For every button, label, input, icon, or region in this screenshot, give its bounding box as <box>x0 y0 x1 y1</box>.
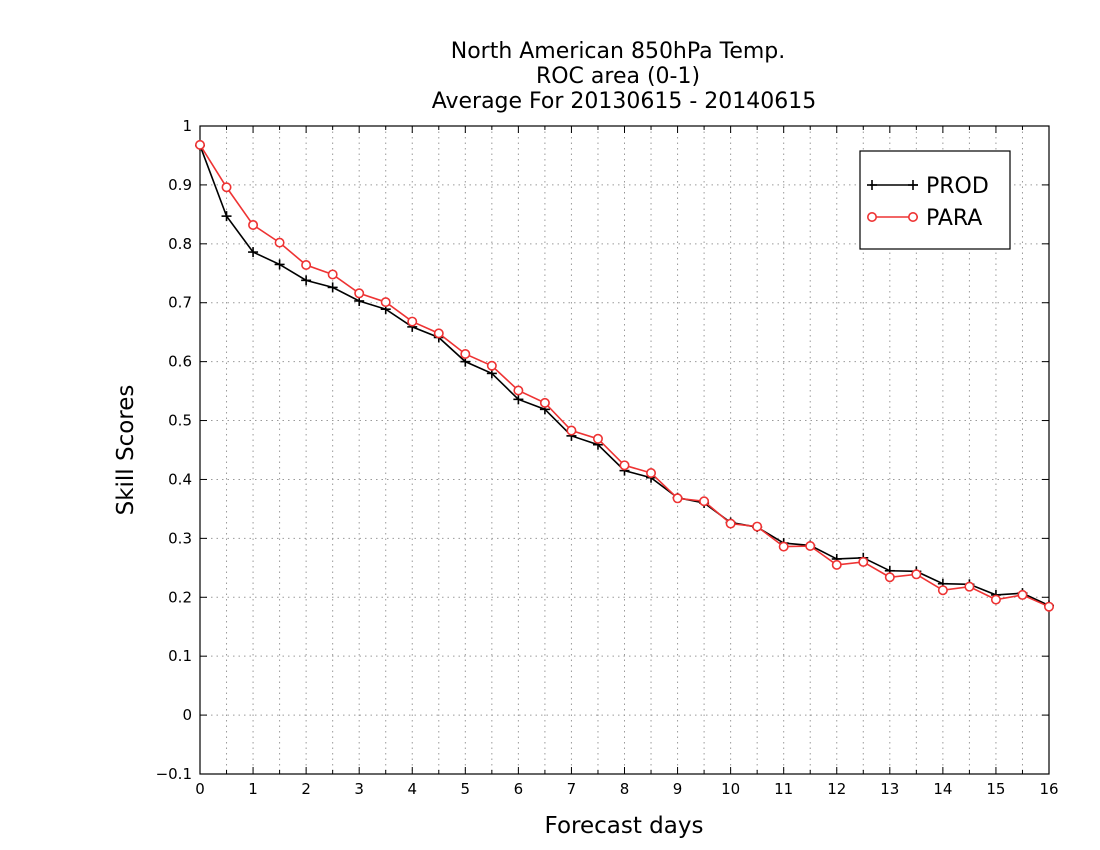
data-point-prod <box>513 394 524 405</box>
data-point-para <box>937 585 948 596</box>
data-point-para <box>964 581 975 592</box>
x-tick-label: 14 <box>933 780 952 798</box>
data-point-prod <box>327 282 338 293</box>
x-tick-label: 12 <box>827 780 846 798</box>
series-para <box>195 139 1055 612</box>
data-point-para <box>1044 601 1055 612</box>
y-tick-label: 0.1 <box>168 647 192 665</box>
x-tick-label: 4 <box>407 780 417 798</box>
data-point-para <box>990 594 1001 605</box>
data-point-para <box>539 397 550 408</box>
x-tick-label: 9 <box>673 780 683 798</box>
data-point-para <box>248 219 259 230</box>
x-tick-label: 7 <box>567 780 577 798</box>
legend-item-prod: PROD <box>867 174 989 199</box>
chart-title-line-3: Average For 20130615 - 20140615 <box>432 89 817 114</box>
y-tick-label: 0.8 <box>168 235 192 253</box>
data-point-para <box>327 269 338 280</box>
y-tick-label: 0.7 <box>168 294 192 312</box>
legend: PROD PARA <box>859 150 1011 250</box>
data-point-para <box>831 559 842 570</box>
data-point-para <box>805 541 816 552</box>
legend-label: PARA <box>926 206 982 231</box>
data-point-para <box>460 348 471 359</box>
y-tick-label: 0.3 <box>168 529 192 547</box>
data-point-para <box>274 237 285 248</box>
x-axis-title: Forecast days <box>545 813 704 839</box>
y-tick-label: 0.9 <box>168 176 192 194</box>
y-axis-title: Skill Scores <box>113 385 139 516</box>
legend-marker-start <box>866 212 877 223</box>
data-point-para <box>778 541 789 552</box>
chart-title-line-2: ROC area (0-1) <box>536 64 700 89</box>
y-tick-label: −0.1 <box>156 765 192 783</box>
data-point-para <box>195 139 206 150</box>
x-axis-ticks: 0 1 2 3 4 5 6 7 8 9 10 11 12 13 14 15 16 <box>195 126 1059 798</box>
legend-marker-end <box>908 180 918 190</box>
data-point-para <box>858 556 869 567</box>
data-point-para <box>911 569 922 580</box>
data-point-para <box>699 496 710 507</box>
data-point-para <box>354 288 365 299</box>
data-point-prod <box>301 275 312 286</box>
legend-marker-end <box>907 212 918 223</box>
data-point-para <box>221 182 232 193</box>
x-tick-label: 11 <box>774 780 793 798</box>
data-point-para <box>752 521 763 532</box>
legend-item-para: PARA <box>866 206 982 231</box>
data-point-para <box>725 518 736 529</box>
y-tick-label: 0 <box>182 706 192 724</box>
data-point-para <box>672 493 683 504</box>
data-point-para <box>513 385 524 396</box>
y-axis-ticks: −0.1 0 0.1 0.2 0.3 0.4 0.5 0.6 0.7 0.8 0.9 1 <box>156 117 1049 783</box>
y-tick-label: 0.5 <box>168 412 192 430</box>
x-tick-label: 2 <box>301 780 311 798</box>
data-point-para <box>433 328 444 339</box>
x-tick-label: 3 <box>354 780 364 798</box>
x-tick-label: 6 <box>514 780 524 798</box>
series-group <box>195 139 1055 612</box>
x-tick-label: 0 <box>195 780 205 798</box>
y-tick-label: 0.4 <box>168 470 192 488</box>
x-tick-label: 16 <box>1039 780 1058 798</box>
chart-title-line-1: North American 850hPa Temp. <box>451 39 786 64</box>
data-point-para <box>301 260 312 271</box>
y-tick-label: 1 <box>182 117 192 135</box>
data-point-para <box>1017 589 1028 600</box>
data-point-para <box>407 316 418 327</box>
x-tick-label: 13 <box>880 780 899 798</box>
data-point-para <box>592 433 603 444</box>
x-tick-label: 8 <box>620 780 630 798</box>
legend-marker-start <box>867 180 877 190</box>
x-tick-label: 1 <box>248 780 258 798</box>
legend-box <box>859 150 1011 250</box>
gridlines <box>200 126 1049 774</box>
y-tick-label: 0.2 <box>168 588 192 606</box>
data-point-para <box>566 425 577 436</box>
data-point-prod <box>274 259 285 270</box>
data-point-prod <box>248 247 259 258</box>
y-tick-label: 0.6 <box>168 353 192 371</box>
data-point-para <box>619 460 630 471</box>
legend-label: PROD <box>926 174 989 199</box>
data-point-prod <box>221 211 232 222</box>
x-tick-label: 10 <box>721 780 740 798</box>
data-point-para <box>380 297 391 308</box>
data-point-para <box>646 467 657 478</box>
x-tick-label: 5 <box>461 780 471 798</box>
data-point-para <box>884 572 895 583</box>
data-point-para <box>486 360 497 371</box>
x-tick-label: 15 <box>986 780 1005 798</box>
